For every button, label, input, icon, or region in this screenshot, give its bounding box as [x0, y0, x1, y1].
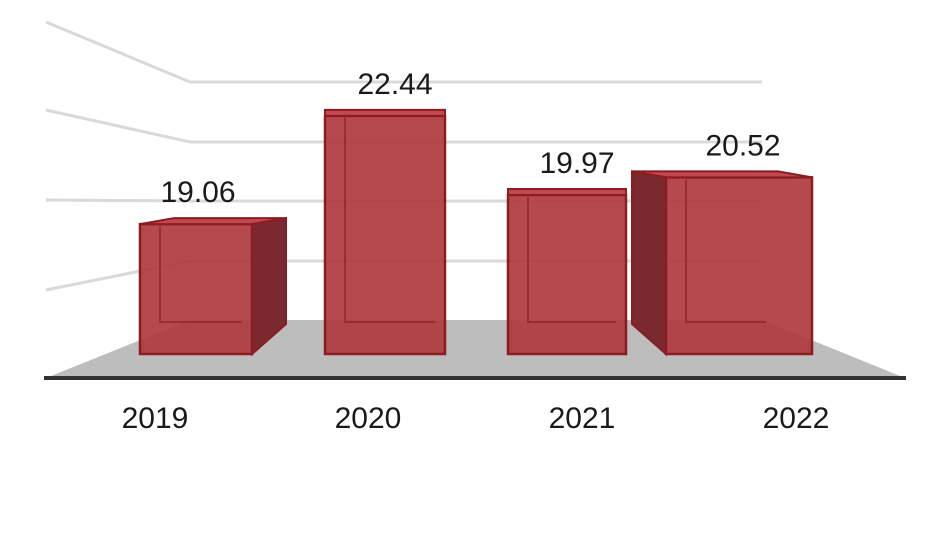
bar-side-2022 — [632, 171, 666, 354]
bar-front-2021 — [508, 195, 626, 354]
bar-2019 — [140, 218, 286, 354]
bar-top-2020 — [325, 110, 445, 116]
data-label-2020: 22.44 — [357, 68, 432, 101]
bar-2022 — [632, 171, 812, 354]
bar-top-2021 — [508, 189, 626, 195]
tick-label-2019: 2019 — [122, 402, 189, 435]
gridline-diagonal — [46, 22, 190, 82]
tick-label-2021: 2021 — [549, 402, 616, 435]
tick-label-2020: 2020 — [335, 402, 402, 435]
data-label-2019: 19.06 — [160, 176, 235, 209]
bar-2021 — [508, 189, 626, 354]
bar-front-2022 — [666, 177, 812, 354]
bar-front-2020 — [325, 116, 445, 354]
data-label-2022: 20.52 — [705, 129, 780, 162]
bar-front-2019 — [140, 224, 252, 354]
x-axis-tick-labels: 2019 2020 2021 2022 — [122, 402, 830, 435]
data-label-2021: 19.97 — [539, 147, 614, 180]
tick-label-2022: 2022 — [763, 402, 830, 435]
gridline-diagonal — [46, 110, 190, 142]
bar-2020 — [325, 110, 445, 354]
